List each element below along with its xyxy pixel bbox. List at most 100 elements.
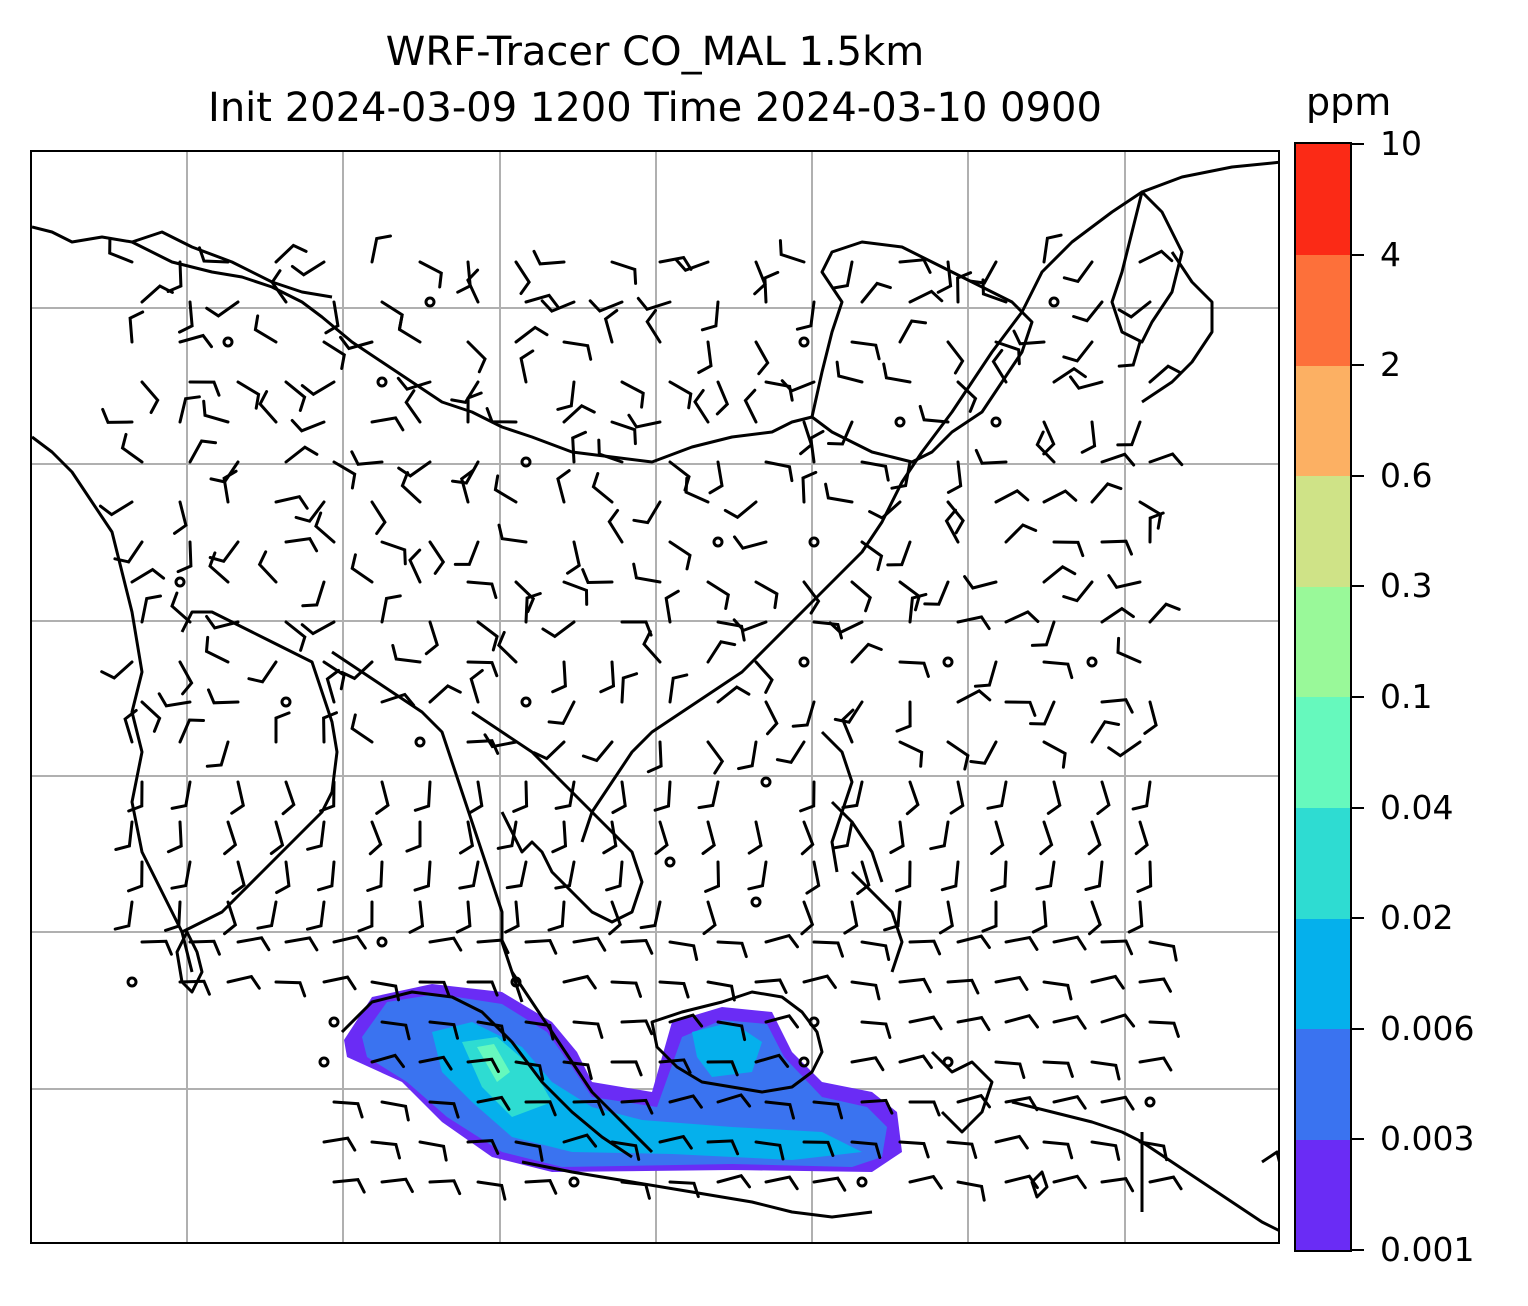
wind-barb [1090, 974, 1125, 990]
calm-wind-circle [376, 936, 388, 948]
wind-barb [860, 281, 892, 304]
wind-barb [459, 469, 475, 504]
wind-barb [802, 974, 837, 989]
wind-barb [763, 270, 780, 304]
wind-barb [923, 580, 950, 606]
wind-barb [850, 340, 881, 361]
wind-barb [936, 260, 953, 294]
wind-barb [706, 980, 736, 1002]
wind-barb [668, 380, 693, 410]
wind-barb [170, 591, 192, 624]
wind-barb [405, 820, 422, 853]
wind-barb [716, 1173, 751, 1189]
wind-barb [653, 780, 672, 812]
wind-barb [547, 700, 576, 726]
wind-barb [990, 860, 1008, 892]
calm-wind-circle [376, 376, 388, 388]
wind-barb [868, 500, 902, 520]
map-panel [30, 150, 1280, 1244]
wind-barb [274, 711, 291, 744]
wind-barb [322, 975, 357, 991]
wind-barb [706, 640, 737, 664]
wind-barb [524, 592, 542, 624]
wind-barb [540, 299, 576, 313]
wind-barb [956, 934, 991, 949]
wind-barb [956, 380, 978, 413]
wind-barb [1090, 1140, 1121, 1161]
wind-barb [505, 860, 528, 890]
wind-barb [946, 340, 965, 375]
colorbar-tick [1352, 585, 1364, 588]
wind-barb [1100, 539, 1133, 556]
wind-barb [841, 708, 855, 744]
wind-barb [120, 432, 144, 464]
wind-barb [397, 314, 422, 344]
wind-barb [140, 380, 160, 414]
wind-barb [898, 258, 932, 274]
colorbar-tick-label: 0.04 [1380, 787, 1454, 827]
wind-barb [236, 380, 261, 410]
wind-barb [1052, 1015, 1087, 1030]
wind-barb [986, 780, 1008, 810]
wind-barb [764, 460, 794, 483]
wind-barb [178, 395, 201, 424]
wind-barb [599, 660, 616, 694]
wind-barb [459, 820, 475, 855]
wind-barb [408, 900, 425, 934]
wind-barb [130, 567, 166, 584]
wind-barb [476, 1020, 506, 1042]
coastlines [32, 160, 1278, 1232]
wind-barb [428, 540, 446, 575]
wind-barb [404, 389, 422, 424]
calm-wind-circle [1048, 296, 1060, 308]
colorbar [1294, 142, 1352, 1252]
calm-wind-circle [1144, 1096, 1156, 1108]
wind-barb [332, 460, 357, 490]
wind-barb [456, 260, 472, 294]
wind-barb [898, 1054, 933, 1069]
colorbar-tick-label: 0.1 [1380, 677, 1433, 716]
wind-barb [956, 271, 973, 304]
colorbar-segment [1296, 365, 1350, 477]
wind-barb [1042, 1060, 1074, 1078]
wind-barb [1148, 1175, 1183, 1191]
wind-barb [322, 711, 338, 744]
wind-barb [991, 348, 1008, 384]
wind-barb [754, 1053, 790, 1068]
wind-barb [256, 900, 278, 930]
wind-barb [562, 1133, 598, 1148]
colorbar-tick-label: 2 [1380, 345, 1401, 385]
wind-barb [898, 660, 930, 678]
wind-barb [450, 380, 480, 405]
wind-barb [812, 940, 844, 958]
wind-barb [850, 980, 881, 1001]
wind-barb [428, 1100, 460, 1119]
wind-barb [764, 933, 799, 949]
colorbar-unit: ppm [1306, 80, 1392, 124]
wind-barb [1072, 300, 1104, 323]
wind-barb [908, 1015, 943, 1031]
wind-barb [620, 1180, 651, 1200]
wind-barb [204, 635, 230, 664]
wind-barb [128, 310, 145, 344]
wind-barb [963, 575, 998, 590]
wind-barb [938, 900, 954, 935]
wind-barb [1100, 606, 1135, 624]
wind-barb [222, 469, 238, 504]
wind-barb [603, 309, 619, 344]
wind-barb [391, 644, 422, 664]
wind-barb [1042, 420, 1056, 456]
wind-barb [908, 1100, 941, 1117]
wind-barb [658, 980, 690, 999]
wind-barb [108, 237, 134, 264]
wind-barb [198, 246, 230, 264]
wind-barb [113, 540, 144, 564]
wind-barb [547, 900, 566, 932]
wind-barb [428, 936, 463, 952]
wind-barb [300, 620, 336, 636]
wind-barb [1138, 977, 1172, 993]
wind-barb [620, 1098, 654, 1115]
wind-barb [716, 940, 748, 959]
colorbar-tick [1352, 1249, 1364, 1251]
wind-barb [524, 1020, 555, 1041]
